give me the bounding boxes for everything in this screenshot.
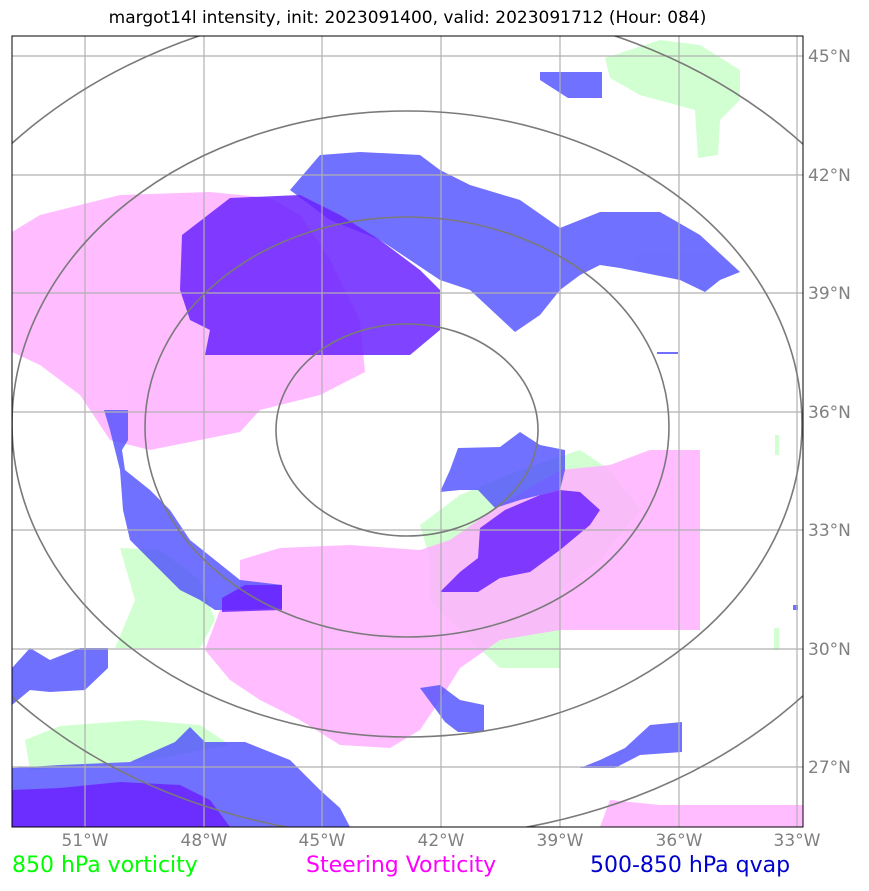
lon-tick-label: 45°W (299, 831, 346, 851)
lon-tick-label: 36°W (656, 831, 703, 851)
map-frame (11, 35, 804, 828)
legend-850-vorticity: 850 hPa vorticity (12, 853, 198, 878)
lat-tick-label: 30°N (808, 640, 851, 660)
field-layers (12, 36, 803, 827)
lon-tick-label: 39°W (537, 831, 584, 851)
lon-tick-label: 48°W (181, 831, 228, 851)
graticule (12, 36, 803, 827)
lat-tick-label: 36°N (808, 403, 851, 423)
lon-tick-label: 33°W (774, 831, 821, 851)
legend-steering-vorticity: Steering Vorticity (306, 853, 497, 878)
lon-tick-label: 42°W (418, 831, 465, 851)
range-ring-2 (144, 216, 670, 638)
range-ring-3 (12, 110, 803, 738)
range-rings (12, 36, 803, 827)
lat-tick-labels: 45°N 42°N 39°N 36°N 33°N 30°N 27°N (808, 47, 851, 778)
lat-tick-label: 27°N (808, 758, 851, 778)
lat-tick-label: 45°N (808, 47, 851, 67)
range-ring-1 (275, 323, 539, 537)
lon-tick-label: 51°W (62, 831, 109, 851)
map-title: margot14l intensity, init: 2023091400, v… (108, 8, 707, 28)
lat-tick-label: 39°N (808, 284, 851, 304)
lon-tick-labels: 51°W 48°W 45°W 42°W 39°W 36°W 33°W (62, 831, 821, 851)
lat-tick-label: 33°N (808, 521, 851, 541)
lat-tick-label: 42°N (808, 166, 851, 186)
legend-qvap: 500-850 hPa qvap (590, 853, 791, 878)
